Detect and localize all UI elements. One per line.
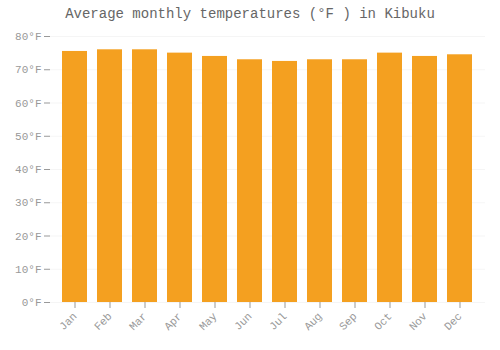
svg-text:Apr: Apr xyxy=(162,310,184,332)
svg-text:Jul: Jul xyxy=(267,310,289,332)
svg-text:80°F: 80°F xyxy=(15,31,41,43)
svg-text:Oct: Oct xyxy=(372,310,394,332)
svg-text:Feb: Feb xyxy=(92,310,114,332)
svg-text:Aug: Aug xyxy=(302,310,324,332)
svg-text:Dec: Dec xyxy=(442,310,464,332)
svg-text:Jan: Jan xyxy=(57,310,79,332)
svg-text:Jun: Jun xyxy=(232,310,254,332)
svg-text:30°F: 30°F xyxy=(15,197,41,209)
svg-text:May: May xyxy=(197,310,220,333)
svg-text:60°F: 60°F xyxy=(15,98,41,110)
svg-text:Nov: Nov xyxy=(407,310,430,333)
svg-text:Mar: Mar xyxy=(127,310,149,332)
svg-text:70°F: 70°F xyxy=(15,64,41,76)
html-text:Average monthly temperatures (: Average monthly temperatures (°F ) in Ki… xyxy=(65,6,435,22)
svg-text:50°F: 50°F xyxy=(15,131,41,143)
svg-text:Sep: Sep xyxy=(337,310,359,332)
svg-text:20°F: 20°F xyxy=(15,231,41,243)
svg-text:0°F: 0°F xyxy=(22,297,42,309)
svg-text:40°F: 40°F xyxy=(15,164,41,176)
svg-text:10°F: 10°F xyxy=(15,264,41,276)
